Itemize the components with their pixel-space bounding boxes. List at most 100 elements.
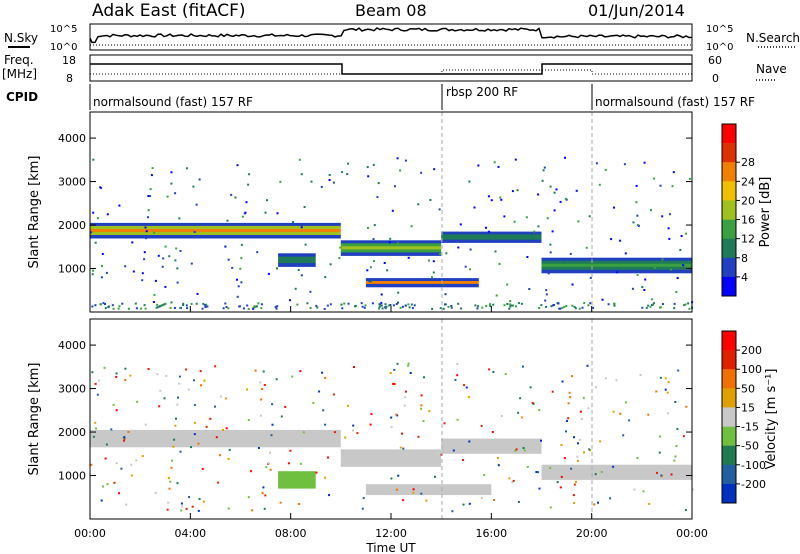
power-point xyxy=(670,268,672,271)
velocity-point xyxy=(299,370,302,373)
y-tick-label: 2000 xyxy=(58,219,86,232)
power-point xyxy=(460,307,463,310)
velocity-point xyxy=(171,459,174,462)
power-point xyxy=(224,302,227,305)
velocity-point xyxy=(573,436,575,439)
power-point xyxy=(613,206,615,209)
velocity-point xyxy=(538,409,541,412)
velocity-point xyxy=(659,376,662,379)
power-point xyxy=(149,188,152,191)
velocity-point xyxy=(409,372,412,374)
power-point xyxy=(204,304,207,307)
power-point xyxy=(195,203,198,206)
velocity-point xyxy=(685,405,688,408)
velocity-point xyxy=(561,380,564,383)
velocity-point xyxy=(369,423,372,426)
velocity-point xyxy=(91,371,94,374)
power-point xyxy=(380,293,383,296)
velocity-point xyxy=(407,362,410,365)
velocity-point xyxy=(600,471,603,473)
velocity-point xyxy=(415,460,418,463)
power-point xyxy=(276,305,279,308)
power-point xyxy=(369,266,372,269)
power-point xyxy=(153,231,156,234)
velocity-point xyxy=(520,416,523,419)
velocity-point xyxy=(179,450,182,453)
power-point xyxy=(394,185,396,188)
power-point xyxy=(492,303,495,306)
velocity-point xyxy=(188,496,190,499)
velocity-point xyxy=(180,509,183,512)
power-point xyxy=(489,305,492,307)
freq-left-tick-hi: 18 xyxy=(62,54,76,67)
power-band-4 xyxy=(278,253,316,258)
power-point xyxy=(193,231,196,233)
power-point xyxy=(326,304,329,307)
power-point xyxy=(511,190,514,193)
velocity-point xyxy=(586,364,589,367)
power-point xyxy=(276,212,279,215)
velocity-point xyxy=(577,442,579,445)
power-point xyxy=(624,252,627,255)
power-point xyxy=(676,277,679,279)
y-tick-label: 3000 xyxy=(58,383,86,396)
velocity-point xyxy=(100,499,103,502)
power-point xyxy=(457,302,460,305)
velocity-point xyxy=(271,403,274,406)
velocity-point xyxy=(332,393,335,396)
power-band-4 xyxy=(278,263,316,267)
power-point xyxy=(565,305,568,308)
power-point xyxy=(244,211,247,214)
power-point xyxy=(124,265,127,268)
velocity-point xyxy=(193,379,195,382)
velocity-point xyxy=(578,438,581,441)
cpid-segment-1: normalsound (fast) 157 RF xyxy=(93,95,253,109)
power-band-1 xyxy=(340,240,442,244)
velocity-point xyxy=(405,390,407,393)
power-point xyxy=(569,252,572,255)
power-point xyxy=(192,185,195,188)
velocity-point xyxy=(254,369,257,372)
power-point xyxy=(289,299,291,302)
velocity-point xyxy=(583,451,585,454)
power-point xyxy=(131,241,134,244)
power-band-2 xyxy=(441,234,542,238)
velocity-point xyxy=(423,376,425,379)
freq-unit-label: [MHz] xyxy=(2,67,37,81)
colorbar-cell xyxy=(722,388,736,408)
velocity-point xyxy=(451,510,454,513)
velocity-point xyxy=(197,509,200,512)
power-point xyxy=(260,307,263,310)
velocity-band-0 xyxy=(90,429,341,448)
power-point xyxy=(536,235,539,238)
cpid-segment-2: rbsp 200 RF xyxy=(446,85,518,99)
power-band-0 xyxy=(90,229,341,233)
velocity-point xyxy=(452,449,455,452)
power-point xyxy=(650,298,653,301)
power-point xyxy=(239,267,242,270)
power-point xyxy=(385,305,388,308)
power-point xyxy=(252,308,255,310)
power-point xyxy=(107,223,110,226)
power-point xyxy=(173,307,176,309)
velocity-point xyxy=(462,503,465,506)
velocity-point xyxy=(504,373,507,375)
velocity-point xyxy=(170,445,173,448)
velocity-point xyxy=(362,497,365,500)
velocity-point xyxy=(517,411,520,414)
power-point xyxy=(157,305,160,308)
power-point xyxy=(118,305,121,308)
power-point xyxy=(144,226,147,229)
cpid-segment-3: normalsound (fast) 157 RF xyxy=(595,95,755,109)
colorbar-cell xyxy=(722,257,736,278)
power-point xyxy=(636,274,639,277)
power-point xyxy=(364,304,367,307)
cpid-label: CPID xyxy=(6,90,38,104)
velocity-point xyxy=(563,457,566,460)
velocity-point xyxy=(169,480,172,483)
power-point xyxy=(476,307,479,310)
power-point xyxy=(241,215,244,218)
power-point xyxy=(547,272,550,275)
power-point xyxy=(236,295,239,298)
power-point xyxy=(477,305,480,308)
